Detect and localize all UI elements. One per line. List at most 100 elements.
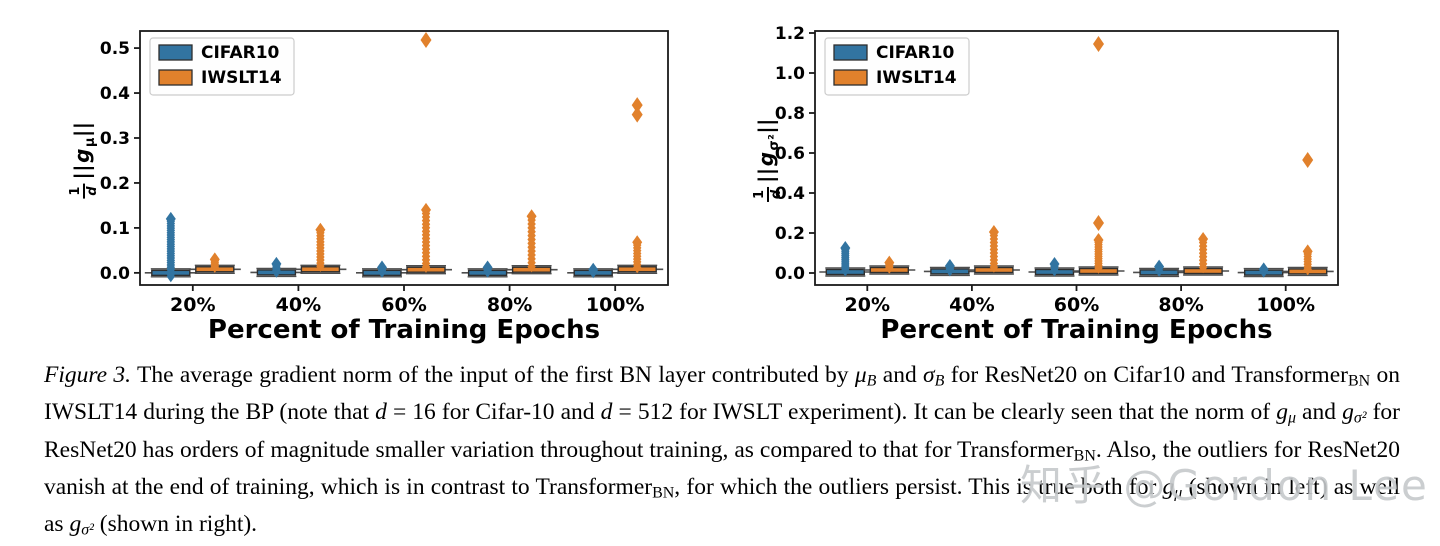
x-tick-label: 40% bbox=[276, 294, 321, 316]
outlier-diamond bbox=[315, 222, 326, 237]
outlier-diamond bbox=[421, 202, 431, 217]
x-axis-title: Percent of Training Epochs bbox=[208, 315, 600, 345]
caption-segment: BN bbox=[1073, 447, 1096, 465]
caption-segment: BN bbox=[652, 484, 675, 502]
boxplot-charts: 0.00.10.20.30.40.520% 40% 60% 80% 100%Percen… bbox=[100, 24, 1339, 345]
outlier-diamond bbox=[1302, 244, 1313, 259]
caption-segment: for ResNet20 on Cifar10 and Transformer bbox=[944, 362, 1348, 388]
y-tick-label: 1.0 bbox=[775, 64, 805, 84]
y-tick-label: 0.0 bbox=[100, 264, 130, 284]
legend-swatch bbox=[833, 69, 868, 86]
caption-segment: (shown in left) as well as bbox=[44, 473, 1400, 538]
caption-segment: μ bbox=[1287, 409, 1296, 427]
figure-caption: Figure 3. The average gradient norm of t… bbox=[44, 360, 1400, 546]
outlier-diamond bbox=[1093, 233, 1104, 247]
caption-segment: for ResNet20 has orders of magnitude sma… bbox=[44, 399, 1400, 463]
extreme-outlier-diamond bbox=[631, 97, 643, 114]
outlier-diamond bbox=[1198, 232, 1209, 246]
caption-segment: g bbox=[69, 511, 82, 538]
x-tick-label: 60% bbox=[381, 294, 426, 316]
box-group-CIFAR10-80% bbox=[1133, 259, 1186, 278]
extreme-outlier-diamond bbox=[631, 106, 643, 123]
caption-segment: (shown in right). bbox=[93, 511, 258, 538]
box-group-CIFAR10-60% bbox=[1028, 257, 1081, 277]
box-group-IWSLT14-100% bbox=[611, 97, 664, 274]
y-tick-label: 0.5 bbox=[100, 39, 130, 59]
x-tick-label: 40% bbox=[949, 294, 994, 316]
y-tick-label: 1.2 bbox=[775, 24, 805, 44]
watermark: 知乎 @Gordon Lee bbox=[1020, 461, 1429, 510]
box-group-IWSLT14-60% bbox=[1072, 36, 1125, 276]
box-group-CIFAR10-100% bbox=[567, 262, 620, 279]
gradient-norm-text: ||gσ²|| bbox=[754, 118, 782, 183]
box-group-IWSLT14-20% bbox=[863, 255, 916, 275]
caption-segment: g bbox=[1342, 399, 1354, 426]
outlier-diamond bbox=[988, 225, 999, 239]
caption-segment: d bbox=[375, 399, 387, 426]
caption-segment: g bbox=[1162, 473, 1175, 500]
outlier-diamond bbox=[377, 260, 387, 275]
box-group-CIFAR10-20% bbox=[819, 241, 872, 277]
box-group-CIFAR10-100% bbox=[1237, 262, 1290, 278]
caption-segment: B bbox=[934, 372, 945, 390]
box-group-CIFAR10-20% bbox=[144, 211, 197, 283]
x-tick-label: 60% bbox=[1054, 294, 1099, 316]
outlier-diamond bbox=[482, 260, 493, 275]
x-tick-label: 100% bbox=[1256, 294, 1315, 316]
caption-segment: μ bbox=[854, 362, 867, 388]
outlier-diamond bbox=[588, 262, 599, 277]
caption-segment: σ bbox=[923, 362, 935, 388]
x-tick-label: 100% bbox=[586, 294, 645, 316]
outlier-diamond bbox=[209, 252, 220, 267]
box-group-CIFAR10-60% bbox=[356, 260, 408, 278]
legend-label: CIFAR10 bbox=[876, 43, 955, 63]
caption-segment: σ² bbox=[81, 521, 94, 539]
legend-swatch bbox=[158, 44, 193, 61]
y-tick-label: 0.2 bbox=[100, 174, 130, 194]
y-tick-label: 0.1 bbox=[100, 219, 130, 239]
legend-swatch bbox=[158, 69, 193, 86]
caption-segment: and bbox=[876, 362, 924, 388]
caption-segment: on IWSLT14 during the BP (note that bbox=[44, 362, 1401, 426]
x-tick-label: 20% bbox=[845, 294, 890, 316]
legend-label: IWSLT14 bbox=[201, 68, 282, 88]
caption-segment: = 512 for IWSLT experiment). It can be c… bbox=[612, 399, 1277, 426]
caption-segment: , for which the outliers persist. This i… bbox=[674, 473, 1163, 500]
y-tick-label: 0.4 bbox=[775, 184, 805, 204]
outlier-diamond bbox=[840, 241, 851, 255]
x-tick-label: 80% bbox=[487, 294, 532, 316]
box-group-CIFAR10-40% bbox=[250, 256, 303, 278]
extreme-outlier-diamond bbox=[1093, 215, 1104, 231]
caption-segment: The average gradient norm of the input o… bbox=[131, 362, 855, 388]
right-y-axis-label: 1 d ||gσ²|| bbox=[752, 118, 784, 202]
y-tick-label: 0.8 bbox=[775, 104, 805, 124]
x-tick-label: 20% bbox=[170, 294, 215, 316]
caption-segment: . Also, the outliers for ResNet20 vanish… bbox=[44, 436, 1400, 500]
caption-segment: d bbox=[600, 399, 613, 426]
legend-label: CIFAR10 bbox=[201, 43, 280, 63]
box-group-IWSLT14-100% bbox=[1281, 152, 1334, 277]
caption-segment: and bbox=[1295, 399, 1343, 426]
box-group-IWSLT14-80% bbox=[1177, 232, 1230, 276]
legend-label: IWSLT14 bbox=[876, 68, 957, 88]
outlier-diamond bbox=[1154, 259, 1165, 274]
x-tick-label: 80% bbox=[1158, 294, 1203, 316]
caption-segment: Figure 3. bbox=[44, 362, 132, 388]
outlier-diamond bbox=[632, 235, 643, 250]
caption-segment: μ bbox=[1174, 484, 1183, 502]
box-group-IWSLT14-60% bbox=[400, 31, 452, 275]
outlier-diamond bbox=[165, 211, 176, 226]
y-tick-label: 0.2 bbox=[775, 224, 805, 244]
caption-segment: B bbox=[866, 372, 877, 390]
box-group-CIFAR10-40% bbox=[923, 259, 976, 277]
y-tick-label: 0.6 bbox=[775, 144, 805, 164]
outlier-diamond bbox=[1049, 257, 1060, 271]
box-group-IWSLT14-40% bbox=[967, 225, 1020, 275]
y-tick-label: 0.3 bbox=[100, 129, 130, 149]
caption-segment: g bbox=[1276, 399, 1288, 426]
legend: CIFAR10 IWSLT14 bbox=[149, 37, 295, 96]
outlier-diamond bbox=[884, 255, 895, 270]
